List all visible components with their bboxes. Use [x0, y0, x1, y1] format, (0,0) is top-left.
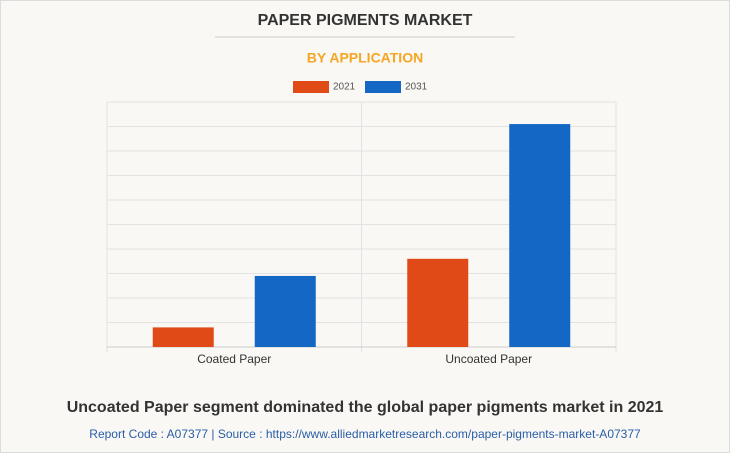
chart-title: PAPER PIGMENTS MARKET: [258, 12, 473, 29]
source: Report Code : A07377 | Source : https://…: [89, 427, 641, 441]
caption: Uncoated Paper segment dominated the glo…: [67, 399, 664, 416]
bar: [509, 124, 571, 347]
legend-label: 2021: [333, 82, 356, 93]
legend-label: 2031: [405, 82, 428, 93]
x-tick-label: Coated Paper: [197, 352, 271, 366]
chart-subtitle: BY APPLICATION: [307, 50, 423, 66]
bar: [407, 258, 469, 347]
bar: [254, 275, 316, 347]
legend-swatch: [293, 81, 329, 93]
x-tick-label: Uncoated Paper: [445, 352, 532, 366]
legend-swatch: [365, 81, 401, 93]
bar: [152, 327, 214, 347]
